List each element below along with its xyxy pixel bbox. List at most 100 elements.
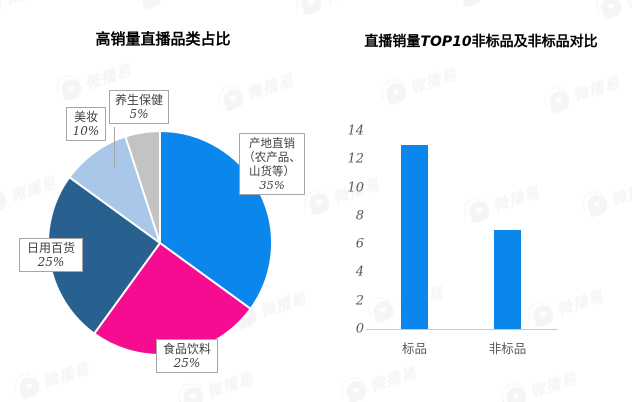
y-axis-tick-label: 12 bbox=[347, 151, 364, 167]
brand-logo-triangle-icon bbox=[511, 392, 523, 402]
brand-logo-dotted-ring-icon bbox=[526, 298, 556, 328]
pie-callout-label-line: 日用百货 bbox=[26, 241, 75, 255]
brand-logo-bubble-icon bbox=[466, 198, 492, 224]
brand-logo-dotted-ring-icon bbox=[379, 76, 409, 106]
brand-logo-bubble-icon bbox=[546, 88, 572, 114]
y-axis-tick-label: 6 bbox=[355, 236, 364, 252]
brand-logo-dotted-ring-icon bbox=[339, 374, 369, 402]
brand-logo-triangle-icon bbox=[146, 0, 158, 5]
brand-logo-dotted-ring-icon bbox=[366, 294, 396, 324]
bar-2 bbox=[494, 230, 521, 329]
watermark-tile: 微播易 bbox=[499, 367, 580, 402]
pie-callout-label-line: 山货等） bbox=[249, 164, 295, 178]
brand-logo-dotted-ring-icon bbox=[0, 0, 4, 17]
brand-logo-icon bbox=[580, 188, 610, 218]
watermark-brand-text: 微播易 bbox=[367, 363, 420, 396]
watermark-brand-text: 微播易 bbox=[608, 177, 632, 210]
watermark-tile: 微播易 bbox=[12, 357, 93, 400]
brand-logo-icon bbox=[294, 0, 324, 16]
watermark-brand-text: 微播易 bbox=[622, 0, 632, 12]
watermark-tile: 微播易 bbox=[580, 175, 632, 218]
y-axis-tick-label: 10 bbox=[347, 180, 364, 196]
pie-callout-percentage: 35% bbox=[259, 178, 285, 192]
brand-logo-icon bbox=[366, 294, 396, 324]
brand-logo-icon bbox=[54, 72, 84, 102]
brand-logo-triangle-icon bbox=[606, 2, 618, 15]
watermark-tile: 微播易 bbox=[454, 0, 535, 8]
brand-logo-icon bbox=[339, 374, 369, 402]
brand-logo-dotted-ring-icon bbox=[216, 82, 246, 112]
brand-logo-triangle-icon bbox=[306, 0, 318, 11]
brand-logo-dotted-ring-icon bbox=[12, 370, 42, 400]
brand-logo-bubble-icon bbox=[530, 302, 556, 328]
brand-logo-dotted-ring-icon bbox=[594, 0, 624, 20]
brand-logo-icon bbox=[379, 76, 409, 106]
bar-chart-x-axis-line bbox=[366, 329, 558, 330]
pie-callout-label-line: 养生保健 bbox=[114, 93, 163, 107]
brand-logo-dotted-ring-icon bbox=[580, 188, 610, 218]
pie-callout-label-line: 美妆 bbox=[73, 110, 98, 124]
bar-chart-title: 直播销量TOP10非标品及非标品对比 bbox=[330, 31, 632, 51]
pie-callout-percentage: 10% bbox=[72, 124, 100, 138]
brand-logo-icon bbox=[134, 0, 164, 10]
watermark-brand-text: 微播易 bbox=[82, 61, 135, 94]
watermark-tile: 微播易 bbox=[379, 63, 460, 106]
brand-logo-bubble-icon bbox=[343, 378, 369, 402]
brand-logo-triangle-icon bbox=[391, 88, 403, 101]
brand-logo-bubble-icon bbox=[458, 0, 484, 8]
x-axis-category-label: 非标品 bbox=[488, 341, 527, 356]
brand-logo-dotted-ring-icon bbox=[302, 186, 332, 216]
brand-logo-dotted-ring-icon bbox=[542, 84, 572, 114]
brand-logo-triangle-icon bbox=[466, 0, 478, 3]
brand-logo-triangle-icon bbox=[351, 386, 363, 399]
watermark-tile: 微播易 bbox=[216, 69, 297, 112]
brand-logo-icon bbox=[0, 184, 9, 214]
watermark-brand-text: 微播易 bbox=[162, 0, 214, 2]
brand-logo-icon bbox=[302, 186, 332, 216]
pie-callout-2: 食品饮料 25% bbox=[156, 339, 218, 373]
brand-logo-bubble-icon bbox=[58, 76, 84, 102]
brand-logo-icon bbox=[526, 298, 556, 328]
brand-logo-triangle-icon bbox=[0, 196, 3, 209]
brand-logo-triangle-icon bbox=[554, 96, 566, 109]
brand-logo-dotted-ring-icon bbox=[294, 0, 324, 16]
brand-logo-triangle-icon bbox=[474, 206, 486, 219]
y-axis-tick-label: 4 bbox=[355, 264, 364, 280]
brand-logo-icon bbox=[454, 0, 484, 8]
brand-logo-icon bbox=[0, 0, 4, 17]
pie-callout-percentage: 5% bbox=[129, 107, 149, 121]
bar-title-prefix: 直播销量 bbox=[364, 34, 421, 50]
brand-logo-triangle-icon bbox=[378, 306, 390, 319]
pie-callout-5: 养生保健 5% bbox=[109, 90, 169, 124]
pie-callout-label-line: 产地直销 bbox=[249, 136, 295, 150]
pie-chart-title: 高销量直播品类占比 bbox=[95, 30, 231, 48]
brand-logo-bubble-icon bbox=[584, 192, 610, 218]
bar-title-suffix: 非标品及非标品对比 bbox=[471, 34, 598, 50]
brand-logo-bubble-icon bbox=[0, 0, 4, 17]
y-axis-tick-label: 0 bbox=[355, 321, 364, 337]
pie-slice-5 bbox=[124, 130, 161, 244]
pie-callout-label-line: （农产品、 bbox=[243, 150, 301, 164]
brand-logo-triangle-icon bbox=[188, 392, 200, 402]
brand-logo-bubble-icon bbox=[220, 86, 246, 112]
brand-logo-bubble-icon bbox=[0, 188, 9, 214]
watermark-brand-text: 微播易 bbox=[322, 0, 374, 8]
watermark-tile: 微播易 bbox=[134, 0, 215, 10]
brand-logo-dotted-ring-icon bbox=[54, 72, 84, 102]
bar-1 bbox=[401, 145, 428, 329]
brand-logo-icon bbox=[594, 0, 624, 20]
brand-logo-triangle-icon bbox=[538, 310, 550, 323]
brand-logo-triangle-icon bbox=[592, 200, 604, 213]
brand-logo-bubble-icon bbox=[180, 384, 206, 402]
pie-callout-percentage: 25% bbox=[173, 356, 201, 370]
watermark-tile: 微播易 bbox=[526, 285, 607, 328]
brand-logo-triangle-icon bbox=[228, 94, 240, 107]
brand-logo-dotted-ring-icon bbox=[176, 380, 206, 402]
watermark-brand-text: 微播易 bbox=[554, 287, 607, 320]
brand-logo-icon bbox=[12, 370, 42, 400]
pie-callout-4: 美妆 10% bbox=[66, 107, 106, 141]
brand-logo-bubble-icon bbox=[503, 384, 529, 402]
watermark-brand-text: 微播易 bbox=[2, 0, 54, 9]
brand-logo-bubble-icon bbox=[306, 190, 332, 216]
